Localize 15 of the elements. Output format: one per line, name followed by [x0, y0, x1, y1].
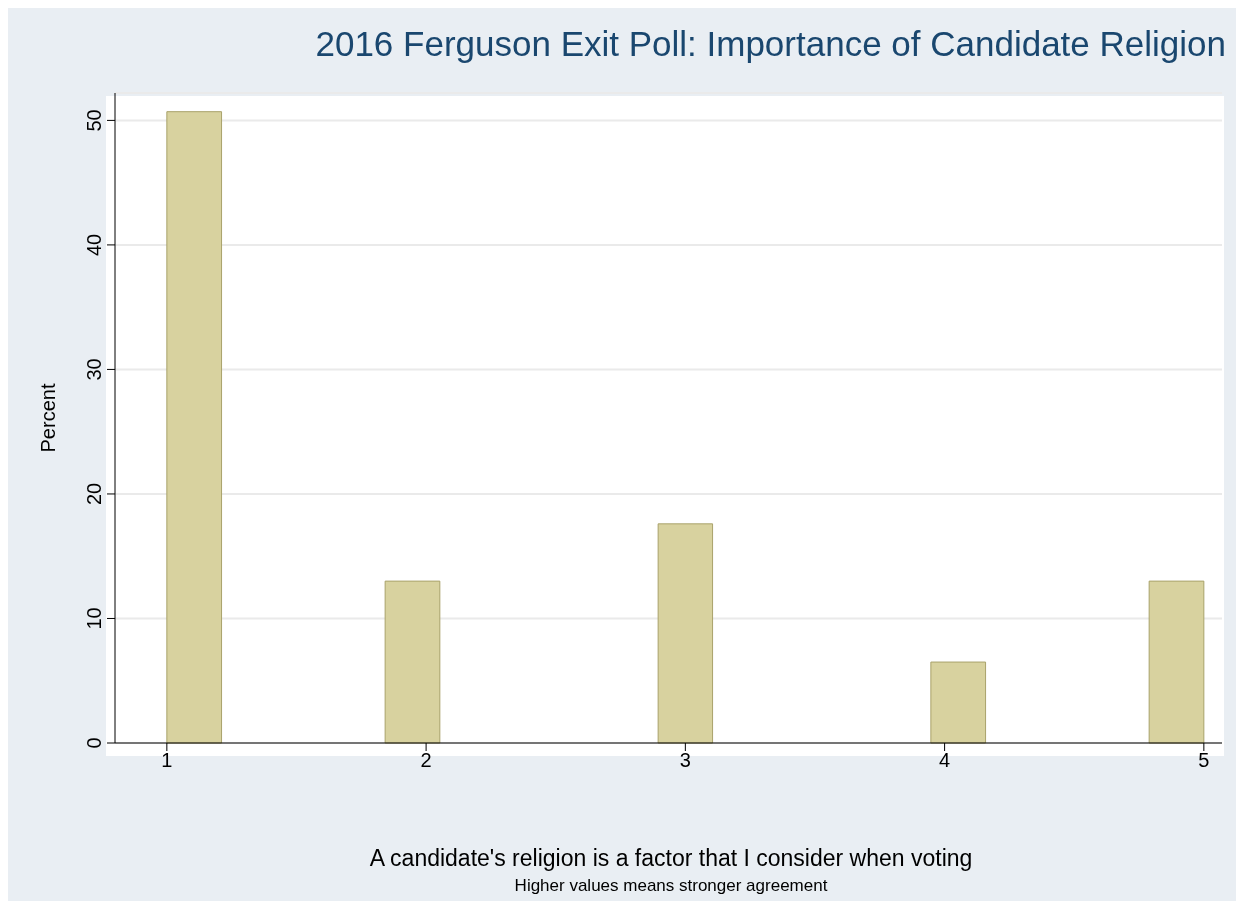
y-tick-label: 0 [83, 737, 105, 749]
y-tick-label: 50 [83, 109, 105, 132]
x-tick-label: 2 [420, 749, 432, 772]
text: Higher values means stronger agreement [513, 876, 829, 896]
y-tick-label: 10 [83, 607, 105, 630]
y-tick-label: 20 [83, 482, 105, 506]
x-tick-label: 1 [161, 749, 173, 772]
x-tick-label: 4 [939, 749, 951, 772]
x-tick-label: 3 [679, 749, 691, 772]
chart-title: 2016 Ferguson Exit Poll: Importance of Candidate Religion [314, 24, 1226, 64]
y-tick-label: 40 [83, 233, 105, 257]
x-tick-label: 5 [1198, 749, 1210, 772]
y-tick-label: 30 [83, 358, 105, 381]
y-axis-title: Percent [37, 383, 60, 453]
x-axis-title: A candidate's religion is a factor that I consider when voting [368, 845, 974, 872]
